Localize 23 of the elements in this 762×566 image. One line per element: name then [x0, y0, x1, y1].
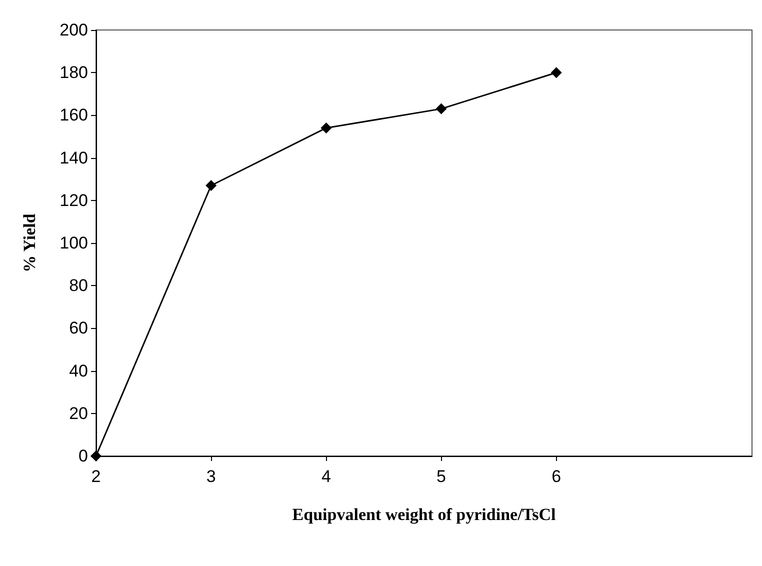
- point: [320, 122, 332, 134]
- y-axis-title: % Yield: [20, 213, 39, 272]
- y-tick-label: 0: [78, 446, 88, 466]
- y-tick-label: 40: [69, 361, 88, 380]
- x-tick-label: 3: [206, 467, 216, 486]
- y-tick-label: 100: [60, 234, 88, 252]
- y-tick-label: 20: [69, 404, 88, 423]
- point: [550, 67, 562, 78]
- point: [436, 103, 447, 114]
- point: [206, 180, 217, 191]
- y-tick-label: 80: [69, 276, 88, 296]
- y-tick-label: 140: [60, 148, 88, 168]
- x-tick-label: 6: [552, 467, 562, 486]
- y-tick-label: 60: [69, 318, 88, 338]
- x-tick-label: 2: [91, 467, 101, 486]
- y-tick-label: 180: [60, 63, 88, 82]
- x-tick-label: 5: [436, 467, 446, 486]
- y-tick-label: 120: [60, 190, 88, 210]
- x-tick-label: 4: [321, 467, 331, 486]
- y-tick-label: 160: [60, 106, 88, 125]
- y-tick-label: 200: [60, 20, 88, 40]
- point: [90, 450, 102, 462]
- x-axis-title: Equipvalent weight of pyridine/TsCl: [292, 505, 556, 524]
